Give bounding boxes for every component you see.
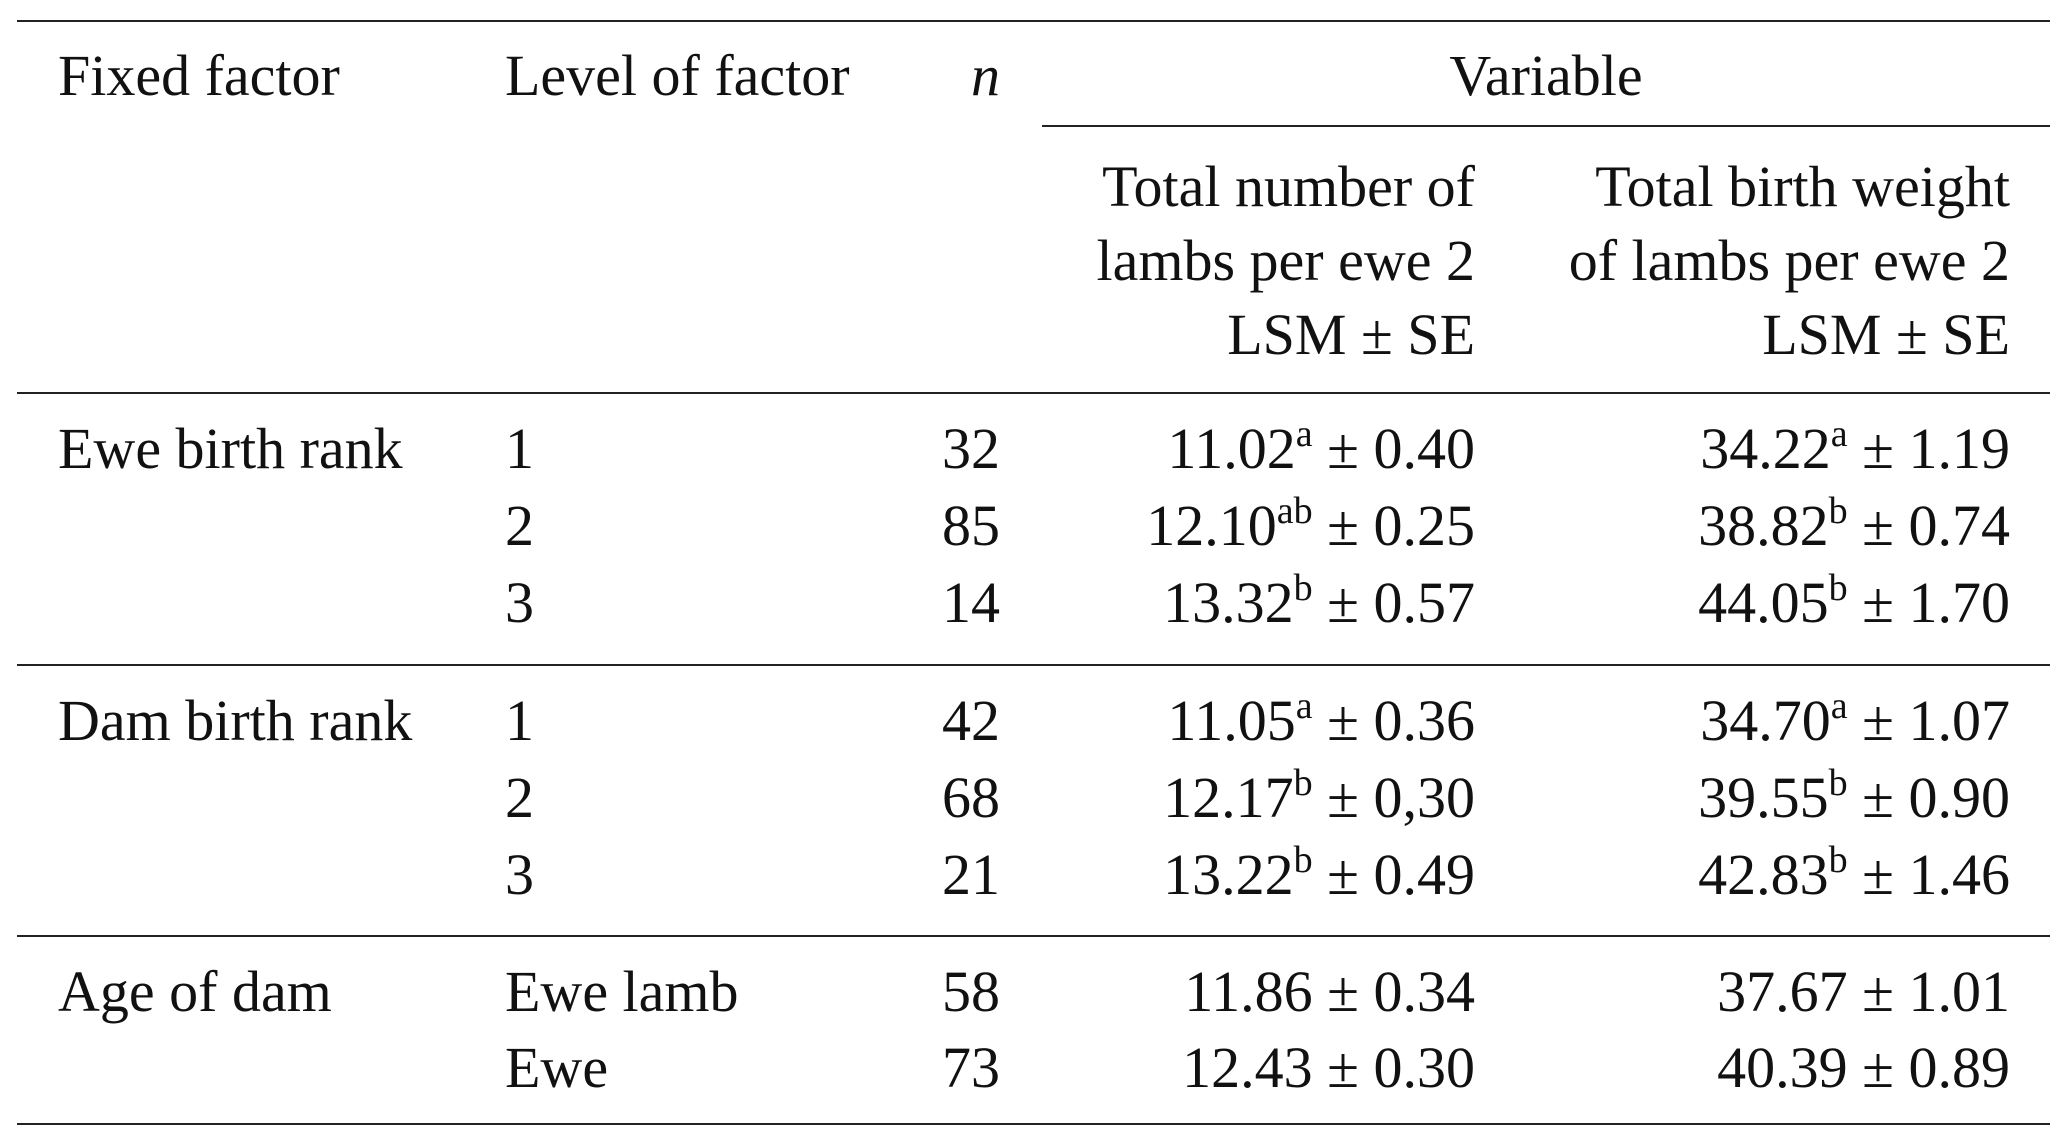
se: ± 0.74 [1862, 493, 2010, 558]
se: ± 1.70 [1862, 570, 2010, 635]
value-cell-col2: 39.55b ± 0.90 [1500, 764, 2010, 827]
significance-letter: a [1295, 413, 1313, 455]
mean: 40.39 [1717, 1035, 1848, 1100]
mean: 11.02 [1167, 416, 1296, 481]
level-cell: 2 [505, 493, 534, 558]
value-cell-col1: 11.02a ± 0.40 [1000, 415, 1475, 478]
value-cell-col2: 42.83b ± 1.46 [1500, 841, 2010, 904]
se: ± 0.90 [1862, 765, 2010, 830]
value-cell-col2: 37.67 ± 1.01 [1500, 963, 2010, 1021]
se: ± 0.25 [1327, 493, 1475, 558]
value-cell-col2: 38.82b ± 0.74 [1500, 492, 2010, 555]
n-cell: 14 [942, 570, 1000, 635]
header-rule [17, 392, 2050, 394]
mean: 11.05 [1167, 688, 1296, 753]
factor-label: Dam birth rank [58, 688, 413, 753]
significance-letter: b [1293, 567, 1313, 609]
n-cell: 68 [942, 765, 1000, 830]
header-variable: Variable [1449, 43, 1643, 108]
mean: 42.83 [1698, 842, 1829, 907]
value-cell-col2: 44.05b ± 1.70 [1500, 569, 2010, 632]
value-cell-col2: 40.39 ± 0.89 [1500, 1039, 2010, 1097]
group-rule-1 [17, 664, 2050, 666]
significance-letter: b [1828, 839, 1848, 881]
mean: 12.10 [1146, 493, 1277, 558]
bottom-rule [17, 1123, 2050, 1125]
n-cell: 21 [942, 842, 1000, 907]
mean: 13.22 [1163, 842, 1294, 907]
value-cell-col1: 12.43 ± 0.30 [1000, 1039, 1475, 1097]
mean: 39.55 [1698, 765, 1829, 830]
mean: 34.70 [1700, 688, 1831, 753]
se: ± 0.34 [1327, 959, 1475, 1024]
value-cell-col1: 11.86 ± 0.34 [1000, 963, 1475, 1021]
value-cell-col1: 13.22b ± 0.49 [1000, 841, 1475, 904]
se: ± 0.57 [1327, 570, 1475, 635]
se: ± 1.19 [1862, 416, 2010, 481]
header-col1-line3: LSM ± SE [1227, 302, 1475, 367]
n-cell: 73 [942, 1035, 1000, 1100]
significance-letter: ab [1276, 490, 1313, 532]
factor-label: Ewe birth rank [58, 416, 403, 481]
level-cell: 3 [505, 570, 534, 635]
significance-letter: b [1828, 567, 1848, 609]
level-cell: Ewe [505, 1035, 609, 1100]
n-cell: 85 [942, 493, 1000, 558]
header-level-of-factor: Level of factor [505, 43, 850, 108]
significance-letter: b [1828, 762, 1848, 804]
significance-letter: b [1293, 839, 1313, 881]
n-cell: 42 [942, 688, 1000, 753]
level-cell: 2 [505, 765, 534, 830]
significance-letter: a [1830, 685, 1848, 727]
significance-letter: b [1293, 762, 1313, 804]
level-cell: 3 [505, 842, 534, 907]
header-col2-line3: LSM ± SE [1762, 302, 2010, 367]
value-cell-col1: 13.32b ± 0.57 [1000, 569, 1475, 632]
level-cell: Ewe lamb [505, 959, 739, 1024]
header-col1-line2: lambs per ewe 2 [1096, 228, 1475, 293]
factor-label: Age of dam [58, 959, 332, 1024]
header-col2-line2: of lambs per ewe 2 [1568, 228, 2010, 293]
mean: 11.86 [1184, 959, 1313, 1024]
se: ± 1.01 [1862, 959, 2010, 1024]
se: ± 0.40 [1327, 416, 1475, 481]
significance-letter: b [1828, 490, 1848, 532]
mean: 37.67 [1717, 959, 1848, 1024]
group-rule-2 [17, 935, 2050, 937]
se: ± 1.46 [1862, 842, 2010, 907]
level-cell: 1 [505, 688, 534, 753]
se: ± 0.30 [1327, 1035, 1475, 1100]
mean: 38.82 [1698, 493, 1829, 558]
se: ± 1.07 [1862, 688, 2010, 753]
mean: 34.22 [1700, 416, 1831, 481]
header-fixed-factor: Fixed factor [58, 43, 340, 108]
value-cell-col1: 12.10ab ± 0.25 [1000, 492, 1475, 555]
variable-underline [1042, 125, 2050, 127]
se: ± 0.36 [1327, 688, 1475, 753]
top-rule [17, 20, 2050, 22]
mean: 44.05 [1698, 570, 1829, 635]
header-col2-line1: Total birth weight [1595, 154, 2010, 219]
se: ± 0.89 [1862, 1035, 2010, 1100]
value-cell-col2: 34.70a ± 1.07 [1500, 687, 2010, 750]
header-n: n [971, 43, 1000, 108]
value-cell-col1: 12.17b ± 0,30 [1000, 764, 1475, 827]
mean: 13.32 [1163, 570, 1294, 635]
n-cell: 58 [942, 959, 1000, 1024]
header-col1-line1: Total number of [1102, 154, 1475, 219]
significance-letter: a [1295, 685, 1313, 727]
n-cell: 32 [942, 416, 1000, 481]
value-cell-col2: 34.22a ± 1.19 [1500, 415, 2010, 478]
mean: 12.17 [1163, 765, 1294, 830]
level-cell: 1 [505, 416, 534, 481]
se: ± 0.49 [1327, 842, 1475, 907]
se: ± 0,30 [1327, 765, 1475, 830]
mean: 12.43 [1182, 1035, 1313, 1100]
significance-letter: a [1830, 413, 1848, 455]
value-cell-col1: 11.05a ± 0.36 [1000, 687, 1475, 750]
